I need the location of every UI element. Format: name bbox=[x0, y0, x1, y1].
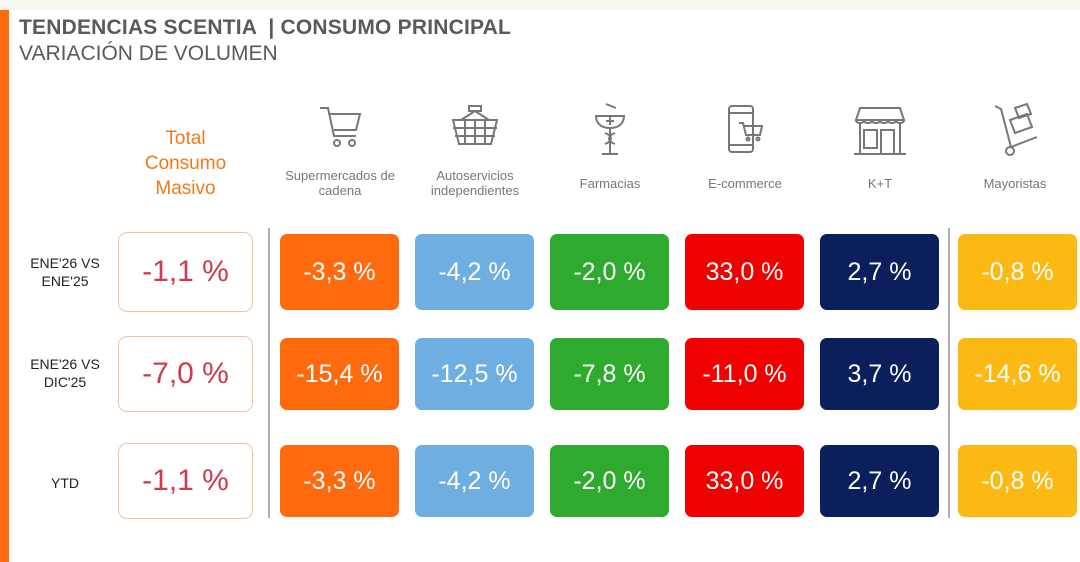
accent-bar bbox=[0, 10, 9, 562]
total-header-line: Total bbox=[165, 128, 206, 149]
top-strip bbox=[0, 0, 1080, 10]
channel-value: -7,8 % bbox=[550, 338, 669, 410]
total-value: -1,1 % bbox=[118, 232, 253, 312]
channel-value: -4,2 % bbox=[415, 234, 534, 310]
channel-header-ecommerce: E-commerce bbox=[675, 98, 815, 200]
storefront-icon bbox=[854, 107, 906, 155]
channel-header-autoservicios: Autoservicios independientes bbox=[405, 98, 545, 200]
channel-value: 2,7 % bbox=[820, 234, 939, 310]
channel-label: Autoservicios independientes bbox=[430, 168, 520, 198]
divider bbox=[948, 228, 950, 518]
channel-label: E-commerce bbox=[708, 175, 782, 191]
channel-value: 2,7 % bbox=[820, 445, 939, 517]
total-header: Total Consumo Masivo bbox=[118, 126, 253, 201]
row-label: YTD bbox=[51, 475, 79, 491]
channel-label: K+T bbox=[867, 175, 893, 191]
channel-value: -11,0 % bbox=[685, 338, 804, 410]
channel-value: -12,5 % bbox=[415, 338, 534, 410]
channel-label: Mayoristas bbox=[983, 175, 1047, 191]
channel-header-farmacias: Farmacias bbox=[540, 98, 680, 200]
channel-label: Supermercados de cadena bbox=[285, 168, 395, 198]
channel-value: 33,0 % bbox=[685, 234, 804, 310]
row-label: ENE'26 VS DIC'25 bbox=[30, 356, 100, 390]
mobile-cart-icon bbox=[728, 105, 764, 153]
channel-header-supermercados: Supermercados de cadena bbox=[270, 98, 410, 200]
basket-icon bbox=[451, 105, 499, 145]
total-header-line: Consumo bbox=[144, 153, 227, 174]
channel-value: -0,8 % bbox=[958, 445, 1077, 517]
channel-value: -3,3 % bbox=[280, 234, 399, 310]
channel-value: -2,0 % bbox=[550, 234, 669, 310]
page-title: TENDENCIAS SCENTIA | CONSUMO PRINCIPAL bbox=[19, 16, 512, 39]
hand-truck-icon bbox=[994, 102, 1038, 156]
shopping-cart-icon bbox=[320, 107, 362, 147]
channel-value: -14,6 % bbox=[958, 338, 1077, 410]
channel-value: -4,2 % bbox=[415, 445, 534, 517]
row-label: ENE'26 VS ENE'25 bbox=[30, 255, 100, 289]
channel-header-mayoristas: Mayoristas bbox=[945, 98, 1080, 200]
channel-value: 33,0 % bbox=[685, 445, 804, 517]
pharmacy-icon bbox=[594, 103, 626, 155]
channel-value: -15,4 % bbox=[280, 338, 399, 410]
divider bbox=[268, 228, 270, 518]
channel-value: -0,8 % bbox=[958, 234, 1077, 310]
channel-value: -3,3 % bbox=[280, 445, 399, 517]
total-value: -1,1 % bbox=[118, 443, 253, 519]
total-header-line: Masivo bbox=[155, 178, 216, 199]
channel-value: -2,0 % bbox=[550, 445, 669, 517]
channel-label: Farmacias bbox=[579, 175, 641, 191]
channel-value: 3,7 % bbox=[820, 338, 939, 410]
channel-header-kt: K+T bbox=[810, 98, 950, 200]
page-subtitle: VARIACIÓN DE VOLUMEN bbox=[19, 42, 278, 65]
total-value: -7,0 % bbox=[118, 336, 253, 412]
